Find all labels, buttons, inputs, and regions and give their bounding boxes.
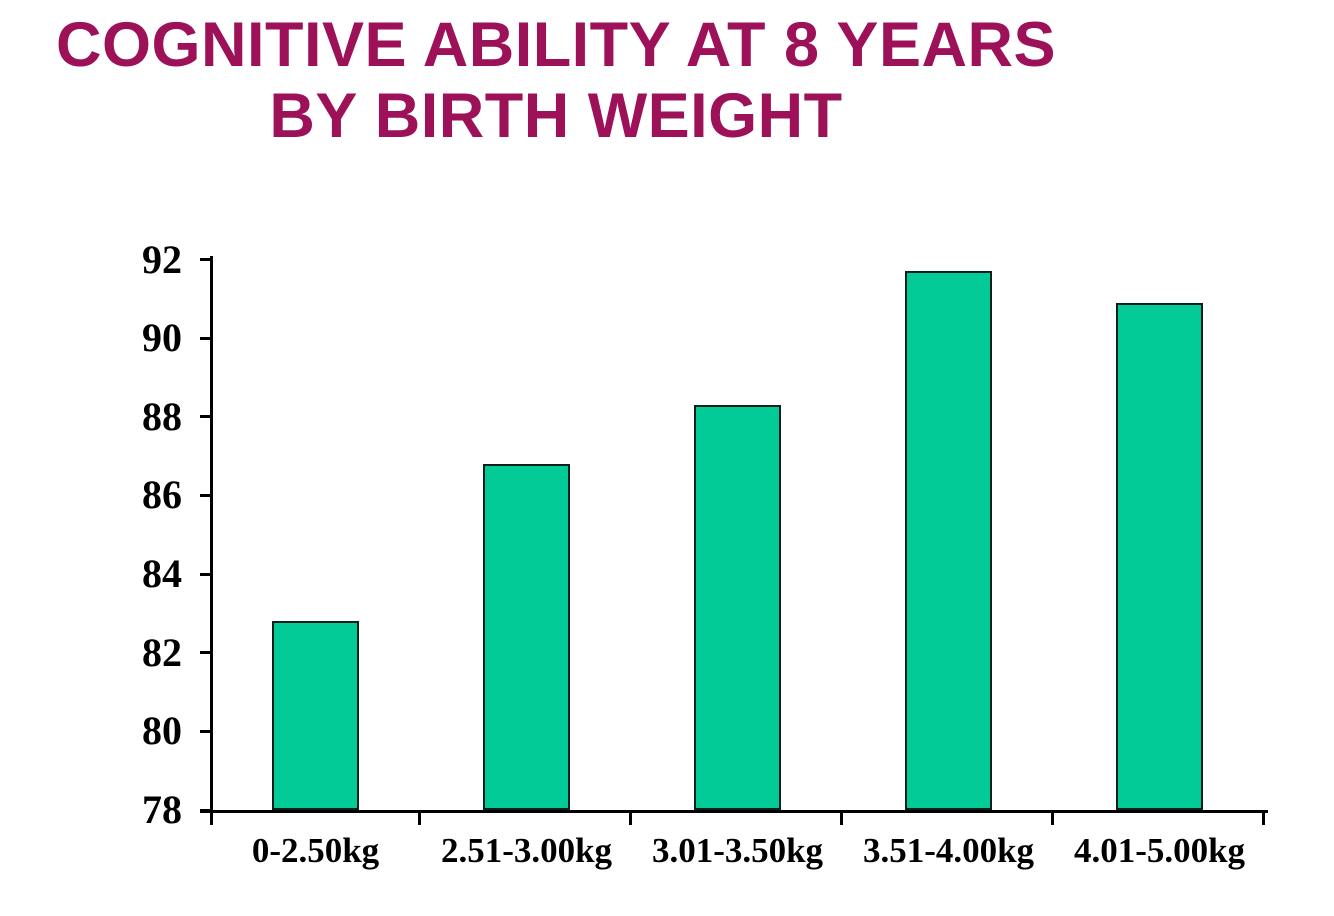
y-tick-88 xyxy=(200,415,210,419)
bar-2-51-3-00kg xyxy=(483,463,570,810)
y-tick-label-92: 92 xyxy=(142,236,182,282)
chart-title-line-1: COGNITIVE ABILITY AT 8 YEARS xyxy=(56,10,1056,80)
bar-0-2-50kg xyxy=(272,621,359,810)
x-category-label-0-2-50kg: 0-2.50kg xyxy=(251,831,380,870)
chart-title: COGNITIVE ABILITY AT 8 YEARS BY BIRTH WE… xyxy=(0,10,1112,152)
x-category-label-2-51-3-00kg: 2.51-3.00kg xyxy=(440,831,613,870)
x-tick-2 xyxy=(629,810,632,825)
x-axis-line xyxy=(200,810,1268,813)
x-category-label-4-01-5-00kg: 4.01-5.00kg xyxy=(1073,831,1246,870)
y-tick-label-86: 86 xyxy=(142,472,182,518)
y-tick-label-88: 88 xyxy=(142,393,182,439)
y-tick-label-78: 78 xyxy=(142,787,182,832)
y-tick-82 xyxy=(200,651,210,655)
y-tick-92 xyxy=(200,258,210,261)
y-axis-line xyxy=(210,256,213,813)
x-category-label-3-01-3-50kg: 3.01-3.50kg xyxy=(651,831,824,870)
y-tick-84 xyxy=(200,572,210,576)
y-tick-78 xyxy=(200,808,210,812)
plot-area: 78 80 82 84 86 88 90 92 0-2.50kg 2.51-3.00kg 3.01-… xyxy=(142,237,1268,870)
x-tick-1 xyxy=(418,810,421,825)
x-tick-3 xyxy=(840,810,843,825)
y-tick-80 xyxy=(200,729,210,733)
y-tick-label-84: 84 xyxy=(142,551,182,597)
bar-4-01-5-00kg xyxy=(1116,302,1203,810)
y-tick-86 xyxy=(200,493,210,497)
y-tick-label-90: 90 xyxy=(142,315,182,361)
bar-3-51-4-00kg xyxy=(905,271,992,810)
x-tick-0 xyxy=(210,810,213,825)
x-tick-5 xyxy=(1262,810,1265,825)
chart-title-line-2: BY BIRTH WEIGHT xyxy=(269,81,843,151)
y-tick-label-82: 82 xyxy=(142,629,182,675)
x-tick-4 xyxy=(1051,810,1054,825)
y-tick-90 xyxy=(200,336,210,340)
y-tick-label-80: 80 xyxy=(142,708,182,754)
x-category-label-3-51-4-00kg: 3.51-4.00kg xyxy=(862,831,1035,870)
bar-3-01-3-50kg xyxy=(694,405,781,810)
